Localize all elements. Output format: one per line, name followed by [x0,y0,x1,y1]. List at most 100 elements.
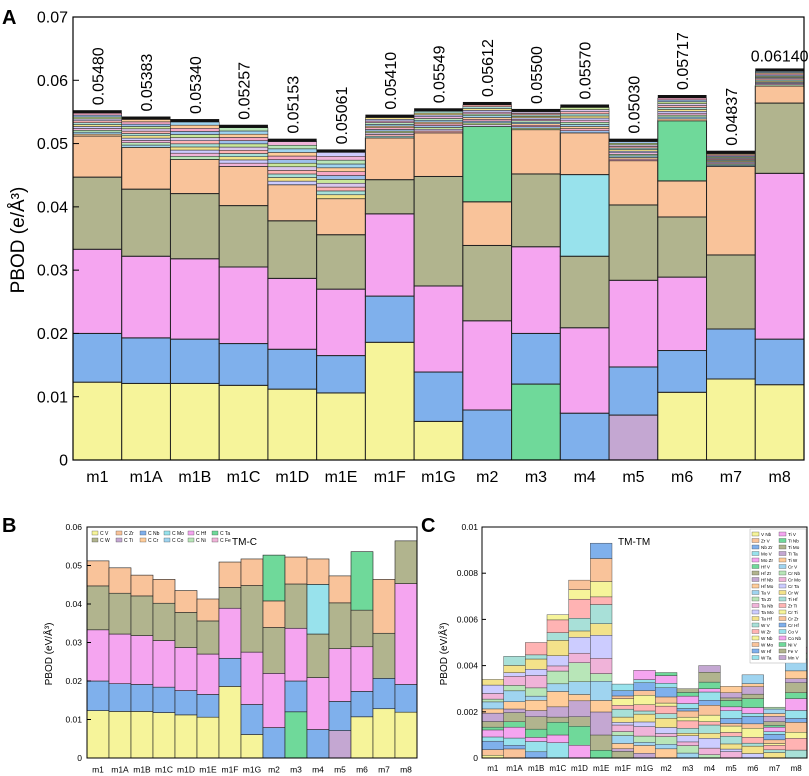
bar-segment-thin [121,140,171,143]
total-label: 0.05570 [578,42,595,100]
bar-segment-thin [560,119,610,123]
bar-segment-thin [316,171,366,176]
bar-segment-thin [72,133,122,137]
bar-segment [306,584,330,635]
total-label: 0.05383 [139,54,156,112]
bar-segment [720,723,743,727]
bar-segment [262,727,286,759]
bar-segment [655,733,678,737]
legend-swatch [778,603,787,608]
bar-segment [698,705,721,716]
bar-segment [86,680,110,711]
bar-segment [546,706,569,718]
x-tick-label: m1E [199,765,217,775]
y-tick-label: 0 [59,453,68,470]
bar-segment [328,701,352,731]
bar-segment [372,678,396,710]
x-tick-label: m1E [325,469,358,486]
bar-segment-thin [267,141,317,146]
bar-segment [655,683,678,688]
bar-segment [568,716,591,727]
legend-swatch [778,531,787,537]
bar-segment [262,627,286,674]
bar-segment [568,745,591,759]
legend-swatch [778,616,787,621]
legend-swatch [778,538,787,543]
bar-segment [785,692,808,699]
bar-segment [655,744,678,750]
legend-label: W Mo [761,643,773,648]
x-tick-label: m2 [476,469,498,486]
x-tick-label: m1G [421,469,456,486]
bar-segment [785,710,808,719]
bar-segment [655,713,678,719]
bar-segment [633,745,656,754]
legend-label: C Hf [196,531,207,537]
bar-segment [121,337,171,384]
legend-label: Ti Ta [788,552,798,557]
bar-segment [611,683,634,691]
bar-segment [559,174,610,257]
bar-segment [108,683,132,712]
bar-cap [219,124,268,128]
bar-segment [763,716,786,722]
bar-segment-thin [560,113,610,117]
bar-segment [121,146,171,190]
bar-segment-thin [365,130,415,134]
legend-swatch [751,629,760,634]
bar-segment [657,276,708,352]
legend-label: C Ni [196,538,206,544]
bar-segment [611,716,634,723]
x-tick-label: m1D [571,764,588,773]
bar-segment [130,711,154,759]
legend-swatch [163,537,171,543]
bar-segment [698,681,721,689]
bar-segment [316,355,366,394]
bar-segment [590,700,613,713]
bar-segment-thin [218,146,269,151]
legend-label: Ti W [788,558,798,563]
legend-swatch [778,629,787,634]
bar-segment [720,692,743,699]
bar-segment [481,708,504,714]
legend-swatch [187,530,195,536]
x-tick-label: m8 [791,764,803,773]
legend-swatch [778,596,787,602]
bar-segment [608,279,659,368]
bar-segment-thin [267,173,317,178]
x-tick-label: m5 [622,469,644,486]
bar-segment-thin [462,111,512,115]
bar-segment [611,735,634,744]
y-tick-label: 0.004 [457,661,479,671]
bar-segment-thin [72,130,122,133]
bar-segment [698,721,721,726]
bar-segment [559,132,610,176]
x-tick-label: m1C [549,764,566,773]
chart-b-ylabel: PBOD (eV/Å³) [42,623,55,686]
bar-segment [698,691,721,701]
bar-segment [481,693,504,700]
bar-segment [741,728,764,738]
bar-segment [350,691,374,718]
bar-segment [546,632,569,641]
bar-segment-thin [560,107,610,110]
bar-segment-thin [365,120,415,123]
bar-segment-thin [413,111,464,114]
x-tick-label: m1D [177,765,195,775]
bar-segment [267,184,318,222]
total-label: 0.05030 [626,76,643,134]
bar-segment [72,176,123,250]
bar-segment-thin [121,128,171,132]
bar-segment [698,665,721,673]
legend-swatch [778,551,787,556]
bar-segment [706,165,756,256]
bar-segment [130,574,154,597]
bar-cap [267,138,317,142]
bar-segment [611,743,634,749]
x-tick-label: m1E [593,764,609,773]
bar-segment [86,560,110,587]
bar-segment [503,737,526,746]
bar-segment [196,653,220,695]
bar-segment-thin [121,135,171,139]
bar-segment [754,102,805,174]
